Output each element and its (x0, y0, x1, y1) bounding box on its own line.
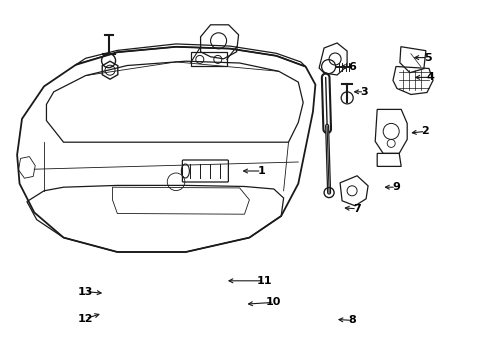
Text: 8: 8 (347, 315, 355, 325)
Text: 7: 7 (352, 204, 360, 214)
Text: 10: 10 (265, 297, 281, 307)
Text: 5: 5 (423, 53, 431, 63)
Text: 6: 6 (347, 62, 355, 72)
Text: 3: 3 (360, 87, 367, 97)
Text: 4: 4 (426, 72, 433, 82)
Text: 12: 12 (78, 314, 93, 324)
Text: 13: 13 (78, 287, 93, 297)
Text: 11: 11 (256, 276, 271, 286)
Text: 9: 9 (391, 182, 399, 192)
Text: 1: 1 (257, 166, 265, 176)
Text: 2: 2 (421, 126, 428, 136)
